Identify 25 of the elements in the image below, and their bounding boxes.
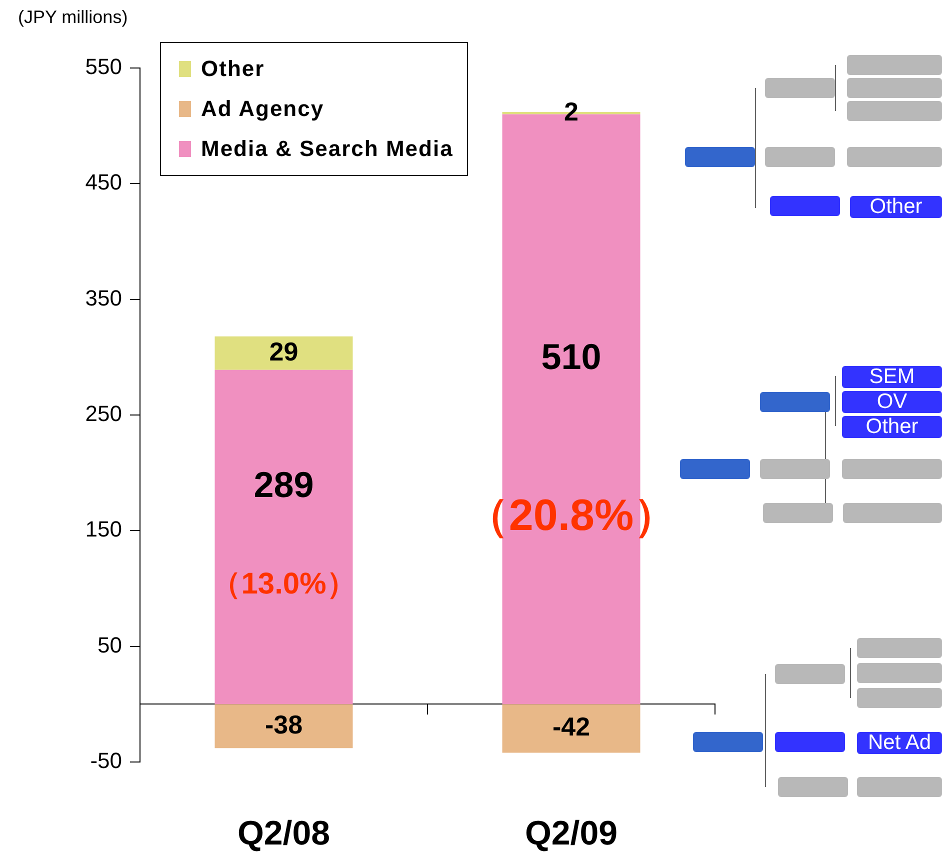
annotation: （13.0%） (211, 567, 356, 600)
bar (214, 704, 353, 748)
data-label: 289 (254, 464, 314, 505)
y-tick-label: 450 (85, 170, 122, 195)
data-label: 29 (269, 336, 298, 366)
data-label: 510 (541, 336, 602, 378)
y-tick-label: 250 (85, 401, 122, 426)
legend-label: Other (201, 56, 265, 82)
data-label: -38 (264, 709, 303, 740)
y-tick-label: 350 (85, 285, 122, 310)
y-tick-label: 150 (85, 516, 122, 542)
data-label: -42 (552, 712, 590, 742)
data-label: 2 (564, 96, 578, 126)
annotation: （20.8%） (464, 491, 678, 540)
legend-label: Media & Search Media (201, 136, 454, 162)
x-tick-label: Q2/08 (237, 814, 330, 852)
x-tick-label: Q2/09 (524, 814, 618, 852)
bar (214, 370, 353, 704)
bar (502, 704, 640, 753)
legend-label: Ad Agency (201, 96, 324, 122)
y-tick-label: -50 (90, 748, 122, 774)
y-tick-label: 550 (85, 54, 122, 80)
bar (214, 336, 353, 370)
y-axis-title: (JPY millions) (18, 6, 128, 27)
y-tick-label: 50 (98, 632, 122, 658)
